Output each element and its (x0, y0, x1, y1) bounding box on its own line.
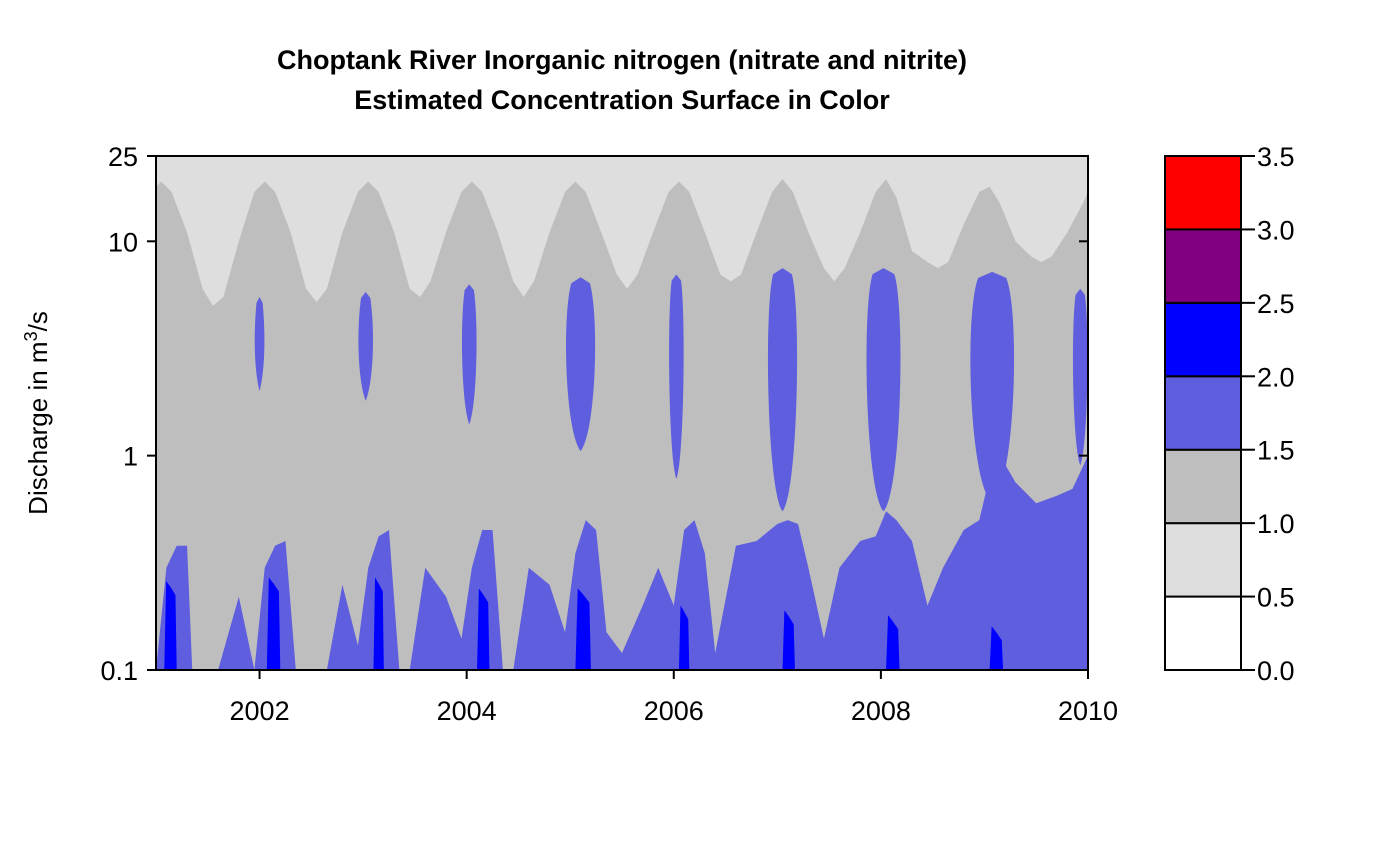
mid-blue-patch (461, 284, 477, 425)
dark-blue-spike (886, 615, 900, 670)
colorbar-tick-label: 1.5 (1257, 436, 1295, 466)
mid-blue-patch (767, 268, 798, 512)
colorbar-tick-label: 3.5 (1257, 142, 1295, 172)
y-tick-label: 1 (123, 442, 138, 472)
pale-band-region (156, 156, 1088, 306)
mid-blue-patch (866, 268, 901, 512)
colorbar-tick-label: 2.5 (1257, 289, 1295, 319)
y-tick-label: 10 (108, 227, 138, 257)
x-tick-label: 2008 (851, 696, 911, 726)
mid-blue-patch (669, 274, 684, 479)
dark-blue-spike (266, 577, 281, 670)
mid-blue-patch (566, 277, 596, 452)
colorbar-tick-label: 3.0 (1257, 215, 1295, 245)
mid-blue-patch (358, 292, 373, 401)
mid-blue-patch (1072, 288, 1088, 466)
y-tick-label: 25 (108, 142, 138, 172)
colorbar-swatch (1164, 448, 1242, 525)
colorbar-swatch (1164, 522, 1242, 598)
colorbar-swatch (1164, 595, 1242, 671)
plot-frame (155, 155, 1089, 671)
mid-blue-region (156, 455, 1088, 670)
mid-blue-patch (254, 296, 265, 392)
dark-blue-spike (575, 588, 591, 670)
dark-blue-spike (678, 605, 690, 670)
colorbar-tick-label: 2.0 (1257, 362, 1295, 392)
dark-blue-spike (477, 588, 490, 670)
x-tick-label: 2004 (437, 696, 497, 726)
x-tick-label: 2006 (644, 696, 704, 726)
colorbar-swatch (1164, 375, 1242, 451)
x-tick-label: 2010 (1058, 696, 1118, 726)
y-axis: 0.1 1 10 25 (100, 142, 1088, 686)
colorbar-swatch (1164, 155, 1242, 231)
colorbar: 0.0 0.5 1.0 1.5 2.0 2.5 3.0 3.5 (1164, 142, 1295, 686)
x-axis: 2002 2004 2006 2008 2010 (230, 670, 1118, 726)
colorbar-swatch (1164, 228, 1242, 304)
dark-blue-spike (373, 577, 384, 670)
dark-blue-spike (164, 581, 177, 670)
plot-area (156, 156, 1088, 670)
chart-subtitle: Estimated Concentration Surface in Color (354, 85, 890, 115)
y-axis-label: Discharge in m3/s (21, 311, 53, 515)
colorbar-tick-label: 1.0 (1257, 509, 1295, 539)
mid-blue-patch (970, 271, 1015, 504)
colorbar-tick-label: 0.0 (1257, 656, 1295, 686)
dark-blue-spike (782, 610, 795, 670)
x-tick-label: 2002 (230, 696, 290, 726)
chart-title: Choptank River Inorganic nitrogen (nitra… (276, 45, 968, 75)
colorbar-swatch (1164, 301, 1242, 378)
colorbar-tick-label: 0.5 (1257, 583, 1295, 613)
y-tick-label: 0.1 (100, 656, 138, 686)
dark-blue-spike (989, 626, 1004, 670)
